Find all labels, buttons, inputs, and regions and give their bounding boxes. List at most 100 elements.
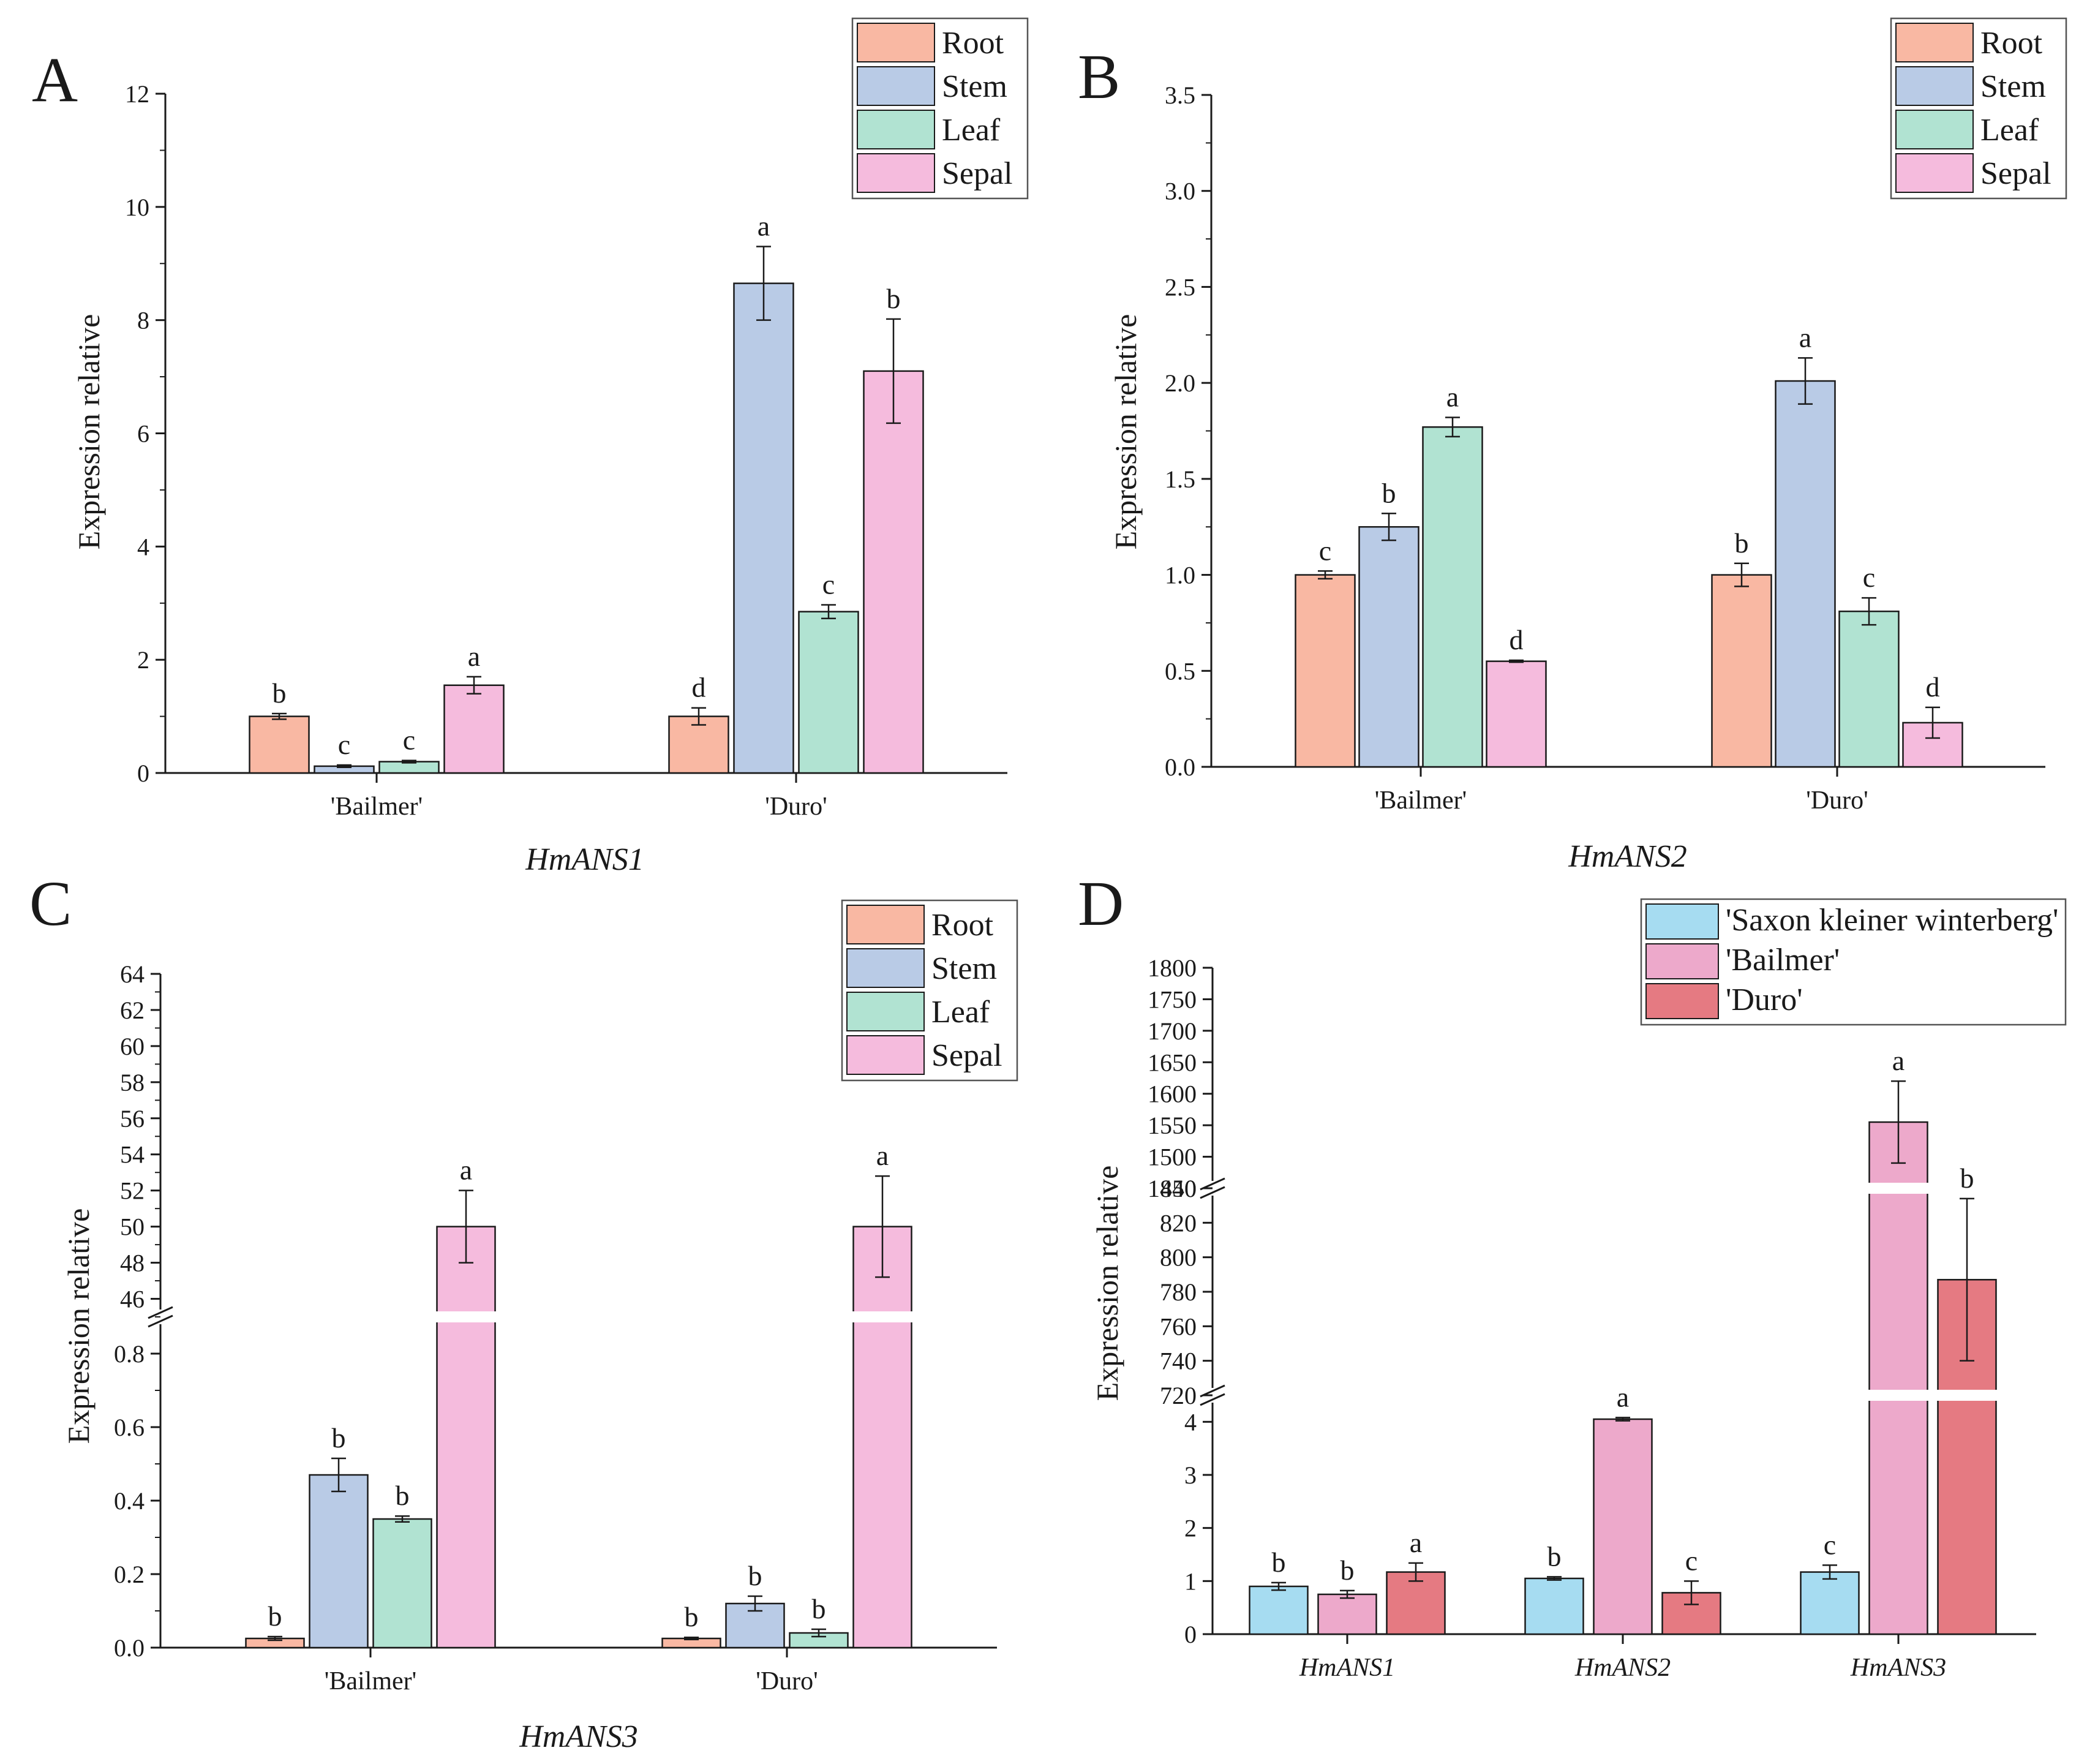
panel-b-gene-title: HmANS2 <box>1568 839 1687 874</box>
panel-b-significance-letter: d <box>1510 624 1524 655</box>
panel-d-y-tick-label: 1750 <box>1148 986 1197 1013</box>
panel-d-axis-break-1-1 <box>1200 1186 1225 1199</box>
panel-d-x-tick-label: HmANS3 <box>1850 1654 1946 1682</box>
panel-c-x-tick-label: 'Bailmer' <box>325 1667 416 1695</box>
panel-c-significance-letter: b <box>332 1422 346 1453</box>
panel-c-legend-swatch <box>846 905 925 944</box>
panel-c-significance-letter: b <box>396 1480 410 1511</box>
panel-b-y-tick-label: 2.0 <box>1165 369 1195 397</box>
panel-a-significance-letter: b <box>887 283 901 314</box>
panel-c-bar-break-gap <box>851 1311 914 1322</box>
panel-d-axis-break-0-1 <box>1200 1393 1225 1406</box>
panel-c-x-tick-label: 'Duro' <box>756 1667 818 1695</box>
panel-c-y-tick-label: 46 <box>120 1286 145 1313</box>
panel-d-y-tick-label: 3 <box>1184 1461 1197 1489</box>
panel-d-legend-swatch <box>1645 903 1719 940</box>
panel-d-y-tick-label: 4 <box>1184 1408 1197 1436</box>
panel-d-y-tick-label: 1450 <box>1148 1175 1197 1202</box>
panel-d-y-tick-label: 720 <box>1160 1382 1197 1409</box>
panel-d-y-tick-label: 1 <box>1184 1567 1197 1595</box>
panel-c-significance-letter: b <box>748 1560 762 1591</box>
panel-b-legend-label: Leaf <box>1980 113 2039 148</box>
panel-d-y-tick-label: 780 <box>1160 1278 1197 1306</box>
panel-a-y-tick-label: 0 <box>137 760 149 787</box>
panel-c-bar-stem <box>309 1474 369 1649</box>
panel-d-y-label: Expression relative <box>1090 1166 1124 1401</box>
panel-d-bar-break-gap <box>1867 1183 1930 1194</box>
panel-c-y-tick-label: 62 <box>120 997 145 1024</box>
panel-a-y-tick-label: 2 <box>137 646 149 674</box>
panel-d-y-tick-label: 1500 <box>1148 1144 1197 1171</box>
panel-b-y-tick-label: 3.5 <box>1165 81 1195 109</box>
panel-c-axis-break-0-0 <box>148 1306 173 1319</box>
panel-c-bar-sepal <box>852 1226 912 1649</box>
panel-d-y-tick-label: 1650 <box>1148 1049 1197 1076</box>
panel-c-y-tick-label: 58 <box>120 1069 145 1096</box>
panel-b-significance-letter: d <box>1926 671 1940 703</box>
panel-d-y-tick-label: 820 <box>1160 1209 1197 1237</box>
panel-c-y-tick-label: 48 <box>120 1250 145 1277</box>
panel-d-bar-bailmer <box>1593 1418 1653 1635</box>
panel-label-a: A <box>32 45 78 115</box>
panel-d-significance-letter: a <box>1410 1527 1422 1558</box>
panel-d-bar-saxonkleinerwinterberg <box>1249 1585 1309 1635</box>
panel-c-legend-label: Sepal <box>931 1038 1002 1073</box>
panel-c-legend-swatch <box>846 992 925 1031</box>
panel-a-significance-letter: b <box>273 677 287 709</box>
panel-b-y-label: Expression relative <box>1108 314 1143 550</box>
panel-b-legend-swatch <box>1895 66 1974 106</box>
panel-d-y-tick-label: 1600 <box>1148 1080 1197 1108</box>
panel-b-legend-label: Sepal <box>1980 156 2051 191</box>
panel-c-y-label: Expression relative <box>61 1208 96 1444</box>
panel-d-bar-saxonkleinerwinterberg <box>1800 1571 1860 1635</box>
panel-c-legend-label: Root <box>931 908 994 943</box>
panel-d-legend-label: 'Saxon kleiner winterberg' <box>1726 903 2058 938</box>
panel-c-y-tick-label: 60 <box>120 1033 145 1060</box>
panel-label-d: D <box>1078 869 1124 939</box>
panel-b-significance-letter: b <box>1382 477 1396 508</box>
panel-c-y-tick-label: 54 <box>120 1141 145 1169</box>
panel-b-bar-leaf <box>1838 610 1900 768</box>
panel-d-legend-swatch <box>1645 943 1719 979</box>
panel-c-significance-letter: a <box>460 1155 472 1186</box>
panel-a-significance-letter: c <box>403 725 415 756</box>
panel-a-significance-letter: c <box>338 729 350 760</box>
panel-a-bar-stem <box>733 282 794 774</box>
panel-c-legend-swatch <box>846 1035 925 1075</box>
panel-a-legend-label: Stem <box>942 69 1007 104</box>
panel-c-legend-label: Stem <box>931 951 997 986</box>
panel-c-significance-letter: a <box>876 1140 889 1171</box>
panel-d-bar-break-gap <box>1936 1390 1998 1401</box>
panel-b-bar-root <box>1711 574 1772 768</box>
panel-a-bar-sepal <box>443 684 505 774</box>
panel-d-significance-letter: b <box>1272 1547 1286 1578</box>
panel-b-y-tick-label: 1.5 <box>1165 466 1195 493</box>
panel-c-y-tick-label: 0.8 <box>114 1340 145 1368</box>
panel-d-significance-letter: b <box>1960 1163 1974 1194</box>
panel-a-y-tick-label: 6 <box>137 420 149 448</box>
panel-c-axis-break-0-1 <box>148 1314 173 1328</box>
panel-b-bar-leaf <box>1422 426 1483 768</box>
panel-a-significance-letter: a <box>758 211 770 242</box>
panel-b-legend-label: Root <box>1980 26 2043 61</box>
panel-a-gene-title: HmANS1 <box>525 842 644 877</box>
panel-d-bar-bailmer <box>1868 1121 1928 1635</box>
panel-d-y-tick-label: 840 <box>1160 1175 1197 1202</box>
panel-b-y-tick-label: 3.0 <box>1165 178 1195 205</box>
panel-a-legend-label: Leaf <box>942 113 1001 148</box>
panel-b-legend-swatch <box>1895 23 1974 62</box>
panel-d-bar-bailmer <box>1317 1593 1377 1635</box>
panel-a-x-tick-label: 'Duro' <box>765 793 827 821</box>
panel-c-plot: 0.0 0.2 0.4 0.6 0.8 46 48 50 52 54 56 58 60 62 64 'Bail… <box>114 899 1018 1695</box>
panel-label-b: B <box>1078 42 1120 112</box>
panel-a-legend-swatch <box>857 153 935 193</box>
panel-b-bar-sepal <box>1486 660 1547 768</box>
panel-d-y-tick-label: 740 <box>1160 1348 1197 1375</box>
panel-d-y-tick-label: 0 <box>1184 1621 1197 1648</box>
panel-a-legend-label: Sepal <box>942 156 1013 191</box>
panel-b-y-tick-label: 1.0 <box>1165 562 1195 589</box>
panel-d-legend-swatch <box>1645 983 1719 1019</box>
panel-b-significance-letter: b <box>1735 527 1749 559</box>
